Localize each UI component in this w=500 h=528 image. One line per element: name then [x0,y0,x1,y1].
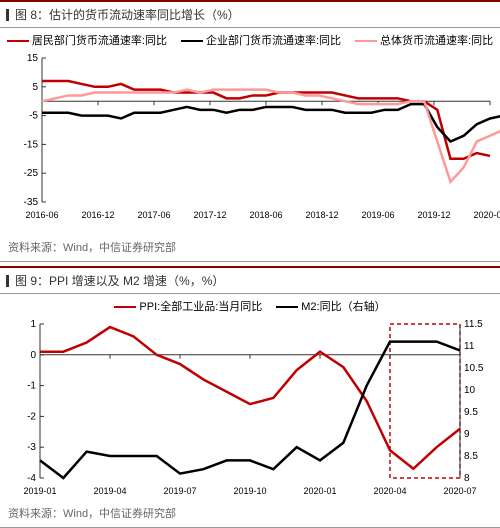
svg-text:-1: -1 [27,381,36,392]
chart1-svg: -35 -25 -15 -5 5 15 2016-06 2016-12 2017-06 2017-… [0,52,500,222]
svg-text:10.5: 10.5 [464,363,484,374]
svg-text:2019-07: 2019-07 [163,486,196,496]
chart1-title: 图 8：估计的货币流动速率同比增长（%） [15,6,240,23]
chart1-panel: 图 8：估计的货币流动速率同比增长（%） 居民部门货币流通速率:同比企业部门货币… [0,0,500,262]
svg-text:8.5: 8.5 [464,451,478,462]
svg-text:2019-04: 2019-04 [93,486,126,496]
svg-text:2020-06: 2020-06 [473,210,500,220]
svg-text:2016-06: 2016-06 [25,210,58,220]
svg-text:9: 9 [464,429,470,440]
svg-text:5: 5 [32,82,38,93]
svg-text:2020-04: 2020-04 [373,486,406,496]
svg-text:2019-12: 2019-12 [417,210,450,220]
svg-text:-5: -5 [29,111,38,122]
svg-text:10: 10 [464,385,476,396]
svg-text:2020-07: 2020-07 [443,486,476,496]
chart2-legend: PPI:全部工业品:当月同比 M2:同比（右轴） [0,294,500,314]
chart2-source: 资料来源：Wind，中信证券研究部 [0,503,500,528]
svg-text:-25: -25 [24,168,39,179]
svg-text:15: 15 [27,53,39,64]
svg-text:2018-12: 2018-12 [305,210,338,220]
svg-text:1: 1 [30,319,36,330]
svg-text:2017-12: 2017-12 [193,210,226,220]
chart2-svg: -4 -3 -2 -1 0 1 8 8.5 9 9.5 10 10.5 11 11.5 2019-01 201… [0,318,500,498]
legend-item: 企业部门货币流通速率:同比 [181,32,341,48]
chart2-panel: 图 9：PPI 增速以及 M2 增速（%，%） PPI:全部工业品:当月同比 M2… [0,266,500,528]
legend-item: 居民部门货币流通速率:同比 [7,32,167,48]
chart2-title-bar: 图 9：PPI 增速以及 M2 增速（%，%） [0,268,500,294]
chart1-source: 资料来源：Wind，中信证券研究部 [0,237,500,262]
svg-text:-3: -3 [27,442,36,453]
chart1-legend: 居民部门货币流通速率:同比企业部门货币流通速率:同比总体货币流通速率:同比 [0,28,500,48]
svg-text:0: 0 [30,350,36,361]
svg-text:2020-01: 2020-01 [303,486,336,496]
svg-text:2017-06: 2017-06 [137,210,170,220]
legend-item: PPI:全部工业品:当月同比 [114,298,262,314]
svg-text:11: 11 [464,341,475,352]
svg-text:-2: -2 [27,411,36,422]
chart2-title: 图 9：PPI 增速以及 M2 增速（%，%） [15,272,224,289]
svg-text:2019-06: 2019-06 [361,210,394,220]
svg-text:-4: -4 [27,473,36,484]
svg-text:9.5: 9.5 [464,407,478,418]
svg-text:-15: -15 [24,139,39,150]
legend-item: 总体货币流通速率:同比 [355,32,493,48]
svg-text:8: 8 [464,473,470,484]
legend-item: M2:同比（右轴） [276,298,385,314]
svg-text:2016-12: 2016-12 [81,210,114,220]
svg-text:2019-01: 2019-01 [23,486,56,496]
svg-text:2019-10: 2019-10 [233,486,266,496]
chart1-title-bar: 图 8：估计的货币流动速率同比增长（%） [0,2,500,28]
svg-text:11.5: 11.5 [464,319,483,330]
svg-text:2018-06: 2018-06 [249,210,282,220]
svg-text:-35: -35 [24,197,39,208]
